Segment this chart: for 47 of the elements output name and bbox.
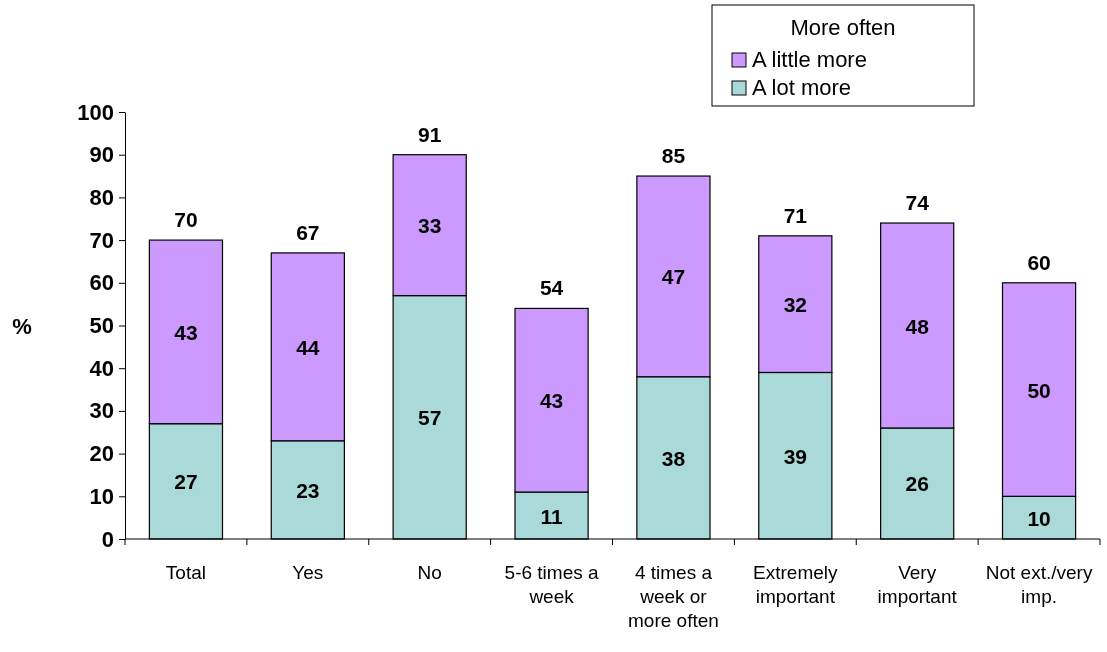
total-label: 67 [296, 220, 320, 244]
data-label: 39 [783, 444, 807, 468]
data-label: 50 [1027, 378, 1051, 402]
data-label: 48 [905, 314, 930, 338]
total-label: 91 [418, 122, 442, 146]
y-tick-label: 10 [89, 483, 114, 509]
data-label: 33 [418, 214, 442, 238]
x-tick-label: Very important [877, 562, 958, 607]
y-axis-title: % [12, 313, 32, 339]
data-label: 57 [418, 406, 442, 430]
x-tick-label: Not ext./very imp. [985, 562, 1093, 607]
x-tick-label: 5-6 times a week [504, 562, 599, 607]
data-label: 27 [174, 470, 198, 494]
y-tick-label: 30 [89, 398, 114, 424]
x-tick-label: No [417, 562, 442, 583]
y-tick-label: 60 [89, 270, 114, 296]
data-label: 26 [905, 472, 929, 496]
y-tick-label: 50 [89, 313, 114, 339]
data-label: 43 [174, 320, 198, 344]
total-label: 85 [661, 144, 686, 168]
total-label: 54 [539, 276, 564, 300]
y-tick-label: 70 [89, 227, 114, 253]
total-label: 60 [1027, 250, 1051, 274]
y-tick-label: 90 [89, 142, 114, 168]
legend-label: A lot more [752, 75, 852, 100]
y-tick-label: 0 [101, 526, 114, 552]
legend-label: A little more [752, 47, 867, 72]
y-tick-label: 20 [89, 441, 114, 467]
total-label: 71 [783, 203, 808, 227]
data-label: 23 [296, 478, 320, 502]
x-tick-label: Total [165, 562, 207, 583]
data-label: 11 [540, 504, 563, 528]
y-tick-label: 80 [89, 184, 114, 210]
data-label: 47 [661, 265, 686, 289]
x-tick-label: Extremely important [753, 562, 839, 607]
data-label: 32 [783, 293, 807, 317]
data-label: 44 [296, 335, 320, 359]
data-label: 10 [1027, 506, 1051, 530]
total-label: 70 [174, 208, 198, 232]
x-tick-label: 4 times a week or more often [628, 562, 719, 631]
y-tick-label: 40 [89, 355, 114, 381]
total-label: 74 [905, 191, 930, 215]
legend-title: More often [790, 15, 896, 40]
x-tick-label: Yes [292, 562, 324, 583]
data-label: 43 [539, 389, 564, 413]
y-tick-label: 100 [77, 99, 114, 125]
data-label: 38 [661, 446, 686, 470]
